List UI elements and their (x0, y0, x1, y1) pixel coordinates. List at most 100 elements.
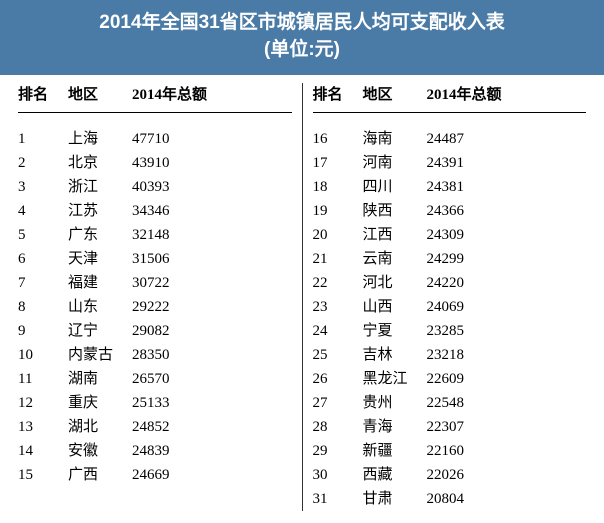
table-row: 15广西24669 (18, 463, 292, 487)
cell-value: 24487 (427, 127, 587, 151)
table-row: 17河南24391 (313, 151, 587, 175)
cell-rank: 15 (18, 463, 68, 487)
cell-value: 20804 (427, 487, 587, 511)
cell-value: 34346 (132, 199, 292, 223)
cell-value: 30722 (132, 271, 292, 295)
table-row: 11湖南26570 (18, 367, 292, 391)
cell-value: 24366 (427, 199, 587, 223)
table-row: 4江苏34346 (18, 199, 292, 223)
cell-region: 甘肃 (363, 487, 427, 511)
column-headers-right: 排名 地区 2014年总额 (313, 83, 587, 113)
header-value: 2014年总额 (427, 83, 587, 104)
cell-region: 湖北 (68, 415, 132, 439)
cell-rank: 28 (313, 415, 363, 439)
cell-rank: 7 (18, 271, 68, 295)
cell-rank: 21 (313, 247, 363, 271)
cell-rank: 14 (18, 439, 68, 463)
cell-value: 22307 (427, 415, 587, 439)
cell-region: 北京 (68, 151, 132, 175)
cell-rank: 10 (18, 343, 68, 367)
table-unit: (单位:元) (8, 37, 596, 64)
cell-region: 吉林 (363, 343, 427, 367)
header-rank: 排名 (313, 83, 363, 104)
cell-value: 29222 (132, 295, 292, 319)
cell-rank: 26 (313, 367, 363, 391)
cell-region: 上海 (68, 127, 132, 151)
cell-rank: 6 (18, 247, 68, 271)
cell-value: 40393 (132, 175, 292, 199)
cell-value: 24391 (427, 151, 587, 175)
table-row: 22河北24220 (313, 271, 587, 295)
cell-value: 22548 (427, 391, 587, 415)
cell-value: 22160 (427, 439, 587, 463)
rows-right: 16海南2448717河南2439118四川2438119陕西2436620江西… (313, 127, 587, 511)
cell-region: 云南 (363, 247, 427, 271)
cell-region: 贵州 (363, 391, 427, 415)
cell-region: 浙江 (68, 175, 132, 199)
cell-rank: 24 (313, 319, 363, 343)
cell-rank: 2 (18, 151, 68, 175)
cell-region: 江苏 (68, 199, 132, 223)
cell-rank: 20 (313, 223, 363, 247)
table-row: 18四川24381 (313, 175, 587, 199)
cell-rank: 8 (18, 295, 68, 319)
cell-region: 河北 (363, 271, 427, 295)
cell-rank: 11 (18, 367, 68, 391)
cell-rank: 5 (18, 223, 68, 247)
cell-value: 25133 (132, 391, 292, 415)
cell-rank: 29 (313, 439, 363, 463)
cell-region: 西藏 (363, 463, 427, 487)
cell-value: 26570 (132, 367, 292, 391)
cell-value: 23285 (427, 319, 587, 343)
table-row: 25吉林23218 (313, 343, 587, 367)
cell-value: 24381 (427, 175, 587, 199)
table-header: 2014年全国31省区市城镇居民人均可支配收入表 (单位:元) (0, 0, 604, 75)
cell-region: 湖南 (68, 367, 132, 391)
table-row: 23山西24069 (313, 295, 587, 319)
table-row: 2北京43910 (18, 151, 292, 175)
cell-value: 24220 (427, 271, 587, 295)
cell-rank: 9 (18, 319, 68, 343)
table-row: 27贵州22548 (313, 391, 587, 415)
cell-region: 内蒙古 (68, 343, 132, 367)
cell-rank: 12 (18, 391, 68, 415)
table-row: 3浙江40393 (18, 175, 292, 199)
table-row: 13湖北24852 (18, 415, 292, 439)
cell-region: 黑龙江 (363, 367, 427, 391)
cell-region: 陕西 (363, 199, 427, 223)
cell-region: 江西 (363, 223, 427, 247)
cell-region: 宁夏 (363, 319, 427, 343)
cell-rank: 22 (313, 271, 363, 295)
table-row: 26黑龙江22609 (313, 367, 587, 391)
cell-region: 山东 (68, 295, 132, 319)
table-body: 排名 地区 2014年总额 1上海477102北京439103浙江403934江… (0, 75, 604, 523)
cell-value: 22026 (427, 463, 587, 487)
cell-region: 安徽 (68, 439, 132, 463)
header-value: 2014年总额 (132, 83, 292, 104)
cell-region: 天津 (68, 247, 132, 271)
cell-value: 28350 (132, 343, 292, 367)
table-row: 1上海47710 (18, 127, 292, 151)
cell-value: 24069 (427, 295, 587, 319)
table-row: 16海南24487 (313, 127, 587, 151)
cell-rank: 30 (313, 463, 363, 487)
cell-region: 山西 (363, 295, 427, 319)
table-right-column: 排名 地区 2014年总额 16海南2448717河南2439118四川2438… (302, 83, 587, 511)
header-region: 地区 (68, 83, 132, 104)
cell-rank: 17 (313, 151, 363, 175)
table-row: 6天津31506 (18, 247, 292, 271)
cell-value: 24309 (427, 223, 587, 247)
table-left-column: 排名 地区 2014年总额 1上海477102北京439103浙江403934江… (18, 83, 302, 511)
cell-rank: 16 (313, 127, 363, 151)
cell-rank: 1 (18, 127, 68, 151)
cell-region: 福建 (68, 271, 132, 295)
cell-region: 海南 (363, 127, 427, 151)
header-region: 地区 (363, 83, 427, 104)
cell-rank: 13 (18, 415, 68, 439)
cell-value: 24669 (132, 463, 292, 487)
cell-region: 四川 (363, 175, 427, 199)
cell-region: 重庆 (68, 391, 132, 415)
table-row: 5广东32148 (18, 223, 292, 247)
table-title: 2014年全国31省区市城镇居民人均可支配收入表 (8, 10, 596, 37)
cell-value: 24852 (132, 415, 292, 439)
